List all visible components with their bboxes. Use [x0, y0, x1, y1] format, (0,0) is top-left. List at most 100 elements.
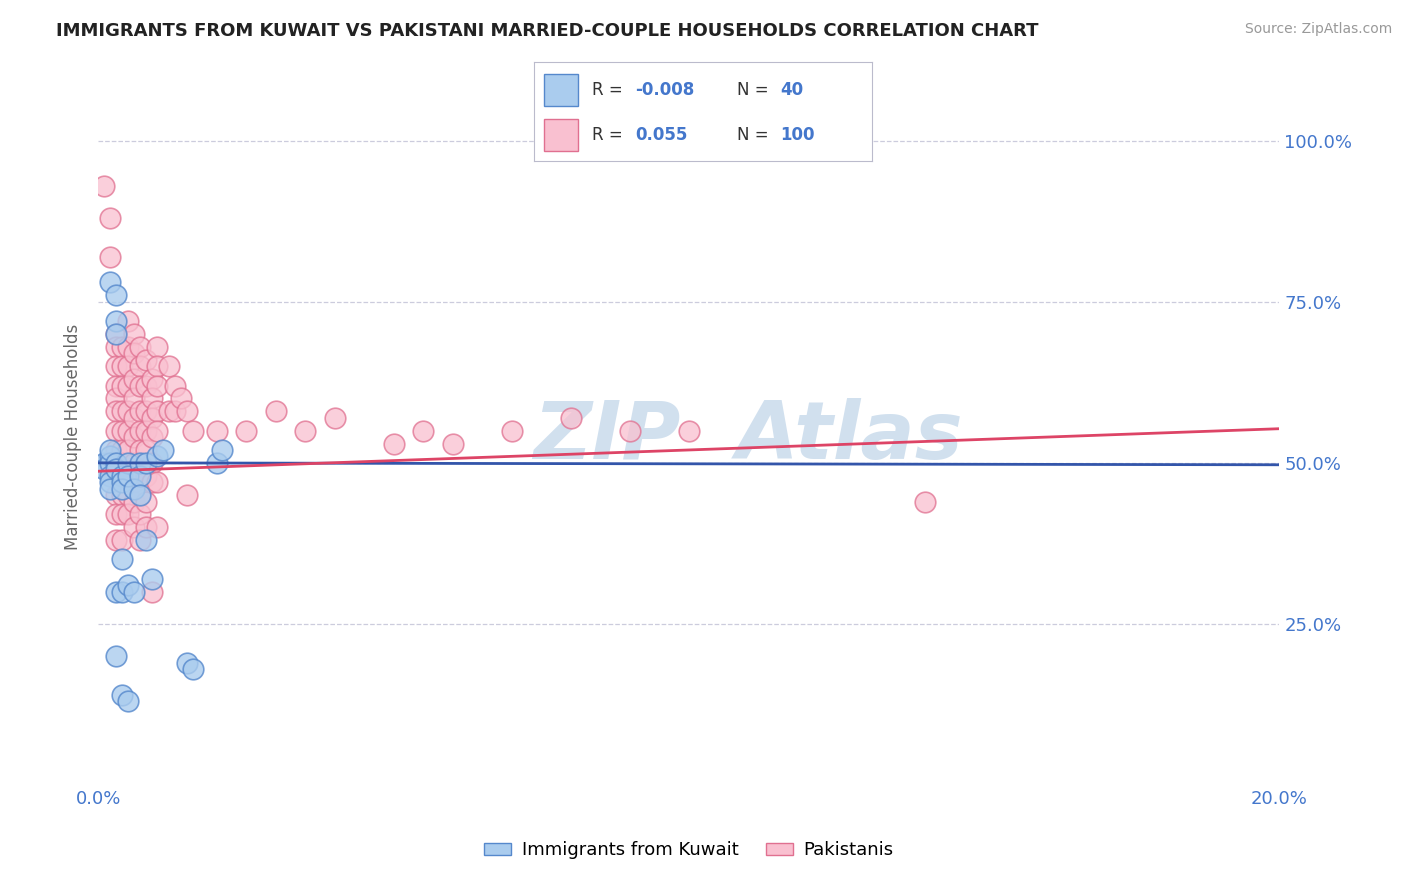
Point: [141, 475, 163, 490]
Point: [105, 359, 128, 374]
Point: [111, 456, 134, 470]
Point: [105, 456, 128, 470]
Point: [135, 494, 157, 508]
Point: [105, 326, 128, 341]
Point: [141, 410, 163, 425]
Point: [98, 450, 121, 464]
Point: [294, 424, 316, 438]
Point: [176, 488, 198, 502]
Point: [128, 424, 150, 438]
Text: R =: R =: [592, 126, 633, 144]
Point: [128, 378, 150, 392]
Text: R =: R =: [592, 81, 627, 99]
Point: [98, 442, 121, 457]
Point: [165, 404, 187, 418]
Point: [412, 424, 434, 438]
Point: [117, 442, 139, 457]
Text: 0.055: 0.055: [636, 126, 688, 144]
Point: [111, 508, 134, 522]
Point: [205, 424, 228, 438]
Point: [176, 404, 198, 418]
Point: [111, 552, 134, 566]
Point: [122, 392, 145, 406]
Point: [105, 314, 128, 328]
Point: [105, 340, 128, 354]
Point: [105, 456, 128, 470]
Point: [135, 456, 157, 470]
Point: [135, 404, 157, 418]
Point: [235, 424, 257, 438]
Point: [117, 456, 139, 470]
Text: -0.008: -0.008: [636, 81, 695, 99]
Point: [157, 404, 180, 418]
Text: IMMIGRANTS FROM KUWAIT VS PAKISTANI MARRIED-COUPLE HOUSEHOLDS CORRELATION CHART: IMMIGRANTS FROM KUWAIT VS PAKISTANI MARR…: [56, 22, 1039, 40]
Point: [111, 533, 134, 548]
Point: [135, 378, 157, 392]
Point: [135, 533, 157, 548]
Point: [122, 482, 145, 496]
Point: [678, 424, 700, 438]
Point: [105, 488, 128, 502]
Point: [117, 578, 139, 592]
Bar: [544, 74, 578, 105]
Point: [135, 424, 157, 438]
Point: [105, 533, 128, 548]
Point: [98, 211, 121, 225]
Point: [128, 359, 150, 374]
Point: [157, 359, 180, 374]
Point: [560, 410, 582, 425]
Point: [117, 424, 139, 438]
Point: [122, 326, 145, 341]
Point: [111, 488, 134, 502]
Point: [122, 346, 145, 360]
Point: [135, 352, 157, 367]
Point: [122, 584, 145, 599]
Point: [93, 178, 115, 193]
Text: N =: N =: [737, 126, 773, 144]
Point: [122, 520, 145, 534]
Point: [382, 436, 405, 450]
Legend: Immigrants from Kuwait, Pakistanis: Immigrants from Kuwait, Pakistanis: [477, 834, 901, 866]
Point: [128, 533, 150, 548]
Point: [122, 372, 145, 386]
Point: [93, 462, 115, 476]
Point: [105, 584, 128, 599]
Point: [117, 378, 139, 392]
Point: [128, 340, 150, 354]
Point: [181, 662, 204, 676]
Point: [117, 314, 139, 328]
Point: [117, 359, 139, 374]
Point: [170, 392, 193, 406]
Point: [117, 340, 139, 354]
Point: [122, 494, 145, 508]
Point: [146, 424, 169, 438]
Point: [111, 340, 134, 354]
Point: [146, 359, 169, 374]
Point: [105, 424, 128, 438]
Point: [105, 378, 128, 392]
Point: [205, 456, 228, 470]
Point: [146, 450, 169, 464]
Point: [105, 392, 128, 406]
Point: [111, 688, 134, 702]
Point: [111, 442, 134, 457]
Point: [98, 475, 121, 490]
Point: [105, 508, 128, 522]
Point: [128, 456, 150, 470]
Point: [111, 424, 134, 438]
Point: [105, 288, 128, 302]
Point: [117, 488, 139, 502]
Point: [165, 378, 187, 392]
Point: [141, 584, 163, 599]
Point: [146, 378, 169, 392]
Point: [128, 442, 150, 457]
Point: [117, 404, 139, 418]
Point: [441, 436, 464, 450]
Point: [122, 410, 145, 425]
Point: [146, 475, 169, 490]
Text: ZIP  Atlas: ZIP Atlas: [533, 398, 963, 476]
Point: [135, 468, 157, 483]
Point: [105, 462, 128, 476]
Point: [111, 475, 134, 490]
Point: [146, 520, 169, 534]
